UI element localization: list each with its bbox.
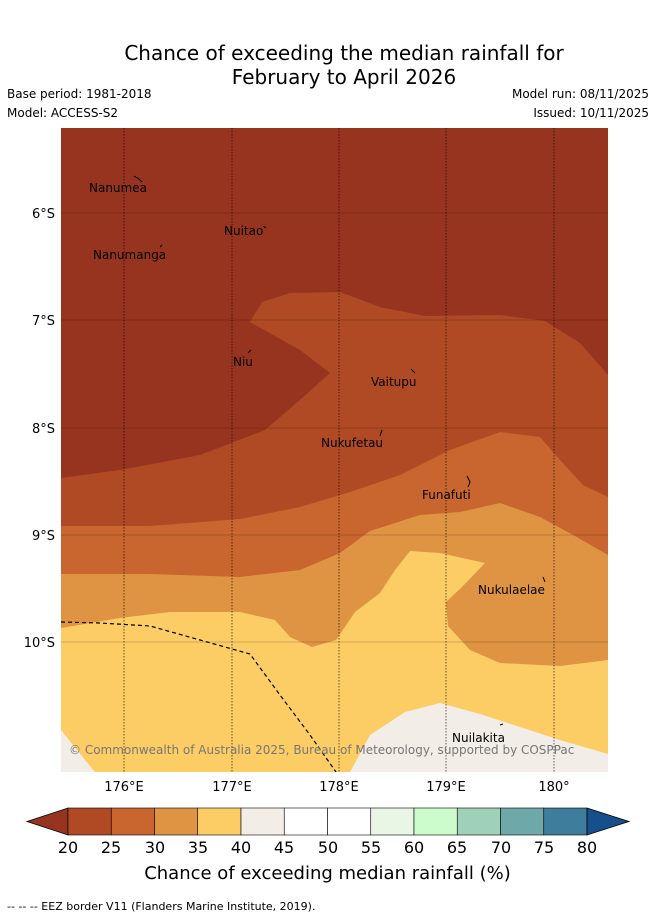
map-title-line1: Chance of exceeding the median rainfall … — [124, 41, 564, 65]
lat-label: 7°S — [32, 314, 55, 329]
colorbar: 20 25 30 35 40 45 50 55 60 65 70 75 80 — [25, 807, 631, 857]
colorbar-extend-low — [25, 807, 69, 836]
map-canvas: Nanumea Nuitao Nanumanga Niu Vaitupu Nuk… — [24, 128, 608, 795]
copyright-notice: © Commonwealth of Australia 2025, Bureau… — [69, 743, 574, 757]
place-label-vaitupu: Vaitupu — [371, 375, 417, 389]
colorbar-tick-label: 20 — [58, 838, 78, 857]
colorbar-cell — [240, 807, 285, 836]
place-label-nanumanga: Nanumanga — [93, 248, 166, 262]
rainfall-probability-field — [61, 128, 608, 772]
island-shape — [466, 475, 471, 488]
colorbar-tick-label: 80 — [577, 838, 597, 857]
island-shape — [499, 723, 504, 726]
lon-label: 177°E — [212, 780, 252, 795]
colorbar-cell — [456, 807, 501, 836]
place-label-nanumea: Nanumea — [89, 181, 147, 195]
colorbar-tick-label: 25 — [101, 838, 121, 857]
colorbar-cell — [327, 807, 372, 836]
zone-40-45-corner — [61, 730, 95, 772]
colorbar-extend-high — [586, 807, 631, 836]
colorbar-cells — [25, 807, 631, 836]
colorbar-tick-label: 75 — [534, 838, 554, 857]
colorbar-tick-label: 60 — [404, 838, 424, 857]
place-label-nuilakita: Nuilakita — [452, 731, 505, 745]
lat-label: 10°S — [24, 636, 55, 651]
colorbar-tick-label: 65 — [447, 838, 467, 857]
graticule — [61, 128, 608, 772]
base-period-text: Base period: 1981-2018 — [7, 87, 152, 101]
colorbar-tick-label: 55 — [361, 838, 381, 857]
colorbar-tick-label: 45 — [274, 838, 294, 857]
island-shape — [410, 368, 416, 374]
place-label-niu: Niu — [233, 355, 253, 369]
island-shape — [262, 225, 267, 229]
colorbar-tick-label: 35 — [188, 838, 208, 857]
colorbar-cell — [154, 807, 199, 836]
colorbar-tick-label: 40 — [231, 838, 251, 857]
colorbar-cell — [413, 807, 458, 836]
colorbar-cell — [110, 807, 155, 836]
colorbar-cell — [67, 807, 112, 836]
lon-label: 178°E — [319, 780, 359, 795]
colorbar-tick-label: 30 — [145, 838, 165, 857]
colorbar-cell — [370, 807, 415, 836]
colorbar-tick-label: 50 — [318, 838, 338, 857]
colorbar-tick-label: 70 — [491, 838, 511, 857]
map-title-line2: February to April 2026 — [231, 65, 457, 89]
lat-label: 9°S — [32, 529, 55, 544]
place-label-nuitao: Nuitao — [224, 224, 263, 238]
lat-label: 8°S — [32, 422, 55, 437]
island-shape — [133, 175, 143, 183]
colorbar-cell — [283, 807, 328, 836]
colorbar-label: Chance of exceeding median rainfall (%) — [144, 863, 511, 884]
place-label-nukulaelae: Nukulaelae — [478, 583, 545, 597]
island-outlines — [133, 175, 546, 726]
model-run-text: Model run: 08/11/2025 — [511, 87, 649, 101]
lon-label: 180° — [538, 780, 569, 795]
island-shape — [379, 429, 383, 437]
lat-label: 6°S — [32, 207, 55, 222]
colorbar-cell — [197, 807, 242, 836]
model-text: Model: ACCESS-S2 — [7, 106, 119, 120]
colorbar-cell — [543, 807, 588, 836]
island-shape — [542, 576, 546, 583]
colorbar-cell — [500, 807, 545, 836]
issued-text: Issued: 10/11/2025 — [533, 106, 649, 120]
eez-footnote: -- -- -- EEZ border V11 (Flanders Marine… — [7, 900, 316, 913]
place-label-nukufetau: Nukufetau — [321, 436, 383, 450]
place-label-funafuti: Funafuti — [422, 488, 471, 502]
zone-40-45-bottom — [350, 703, 608, 772]
lon-label: 179°E — [426, 780, 466, 795]
island-shape — [247, 349, 252, 354]
island-shape — [159, 244, 163, 248]
lon-label: 176°E — [104, 780, 144, 795]
